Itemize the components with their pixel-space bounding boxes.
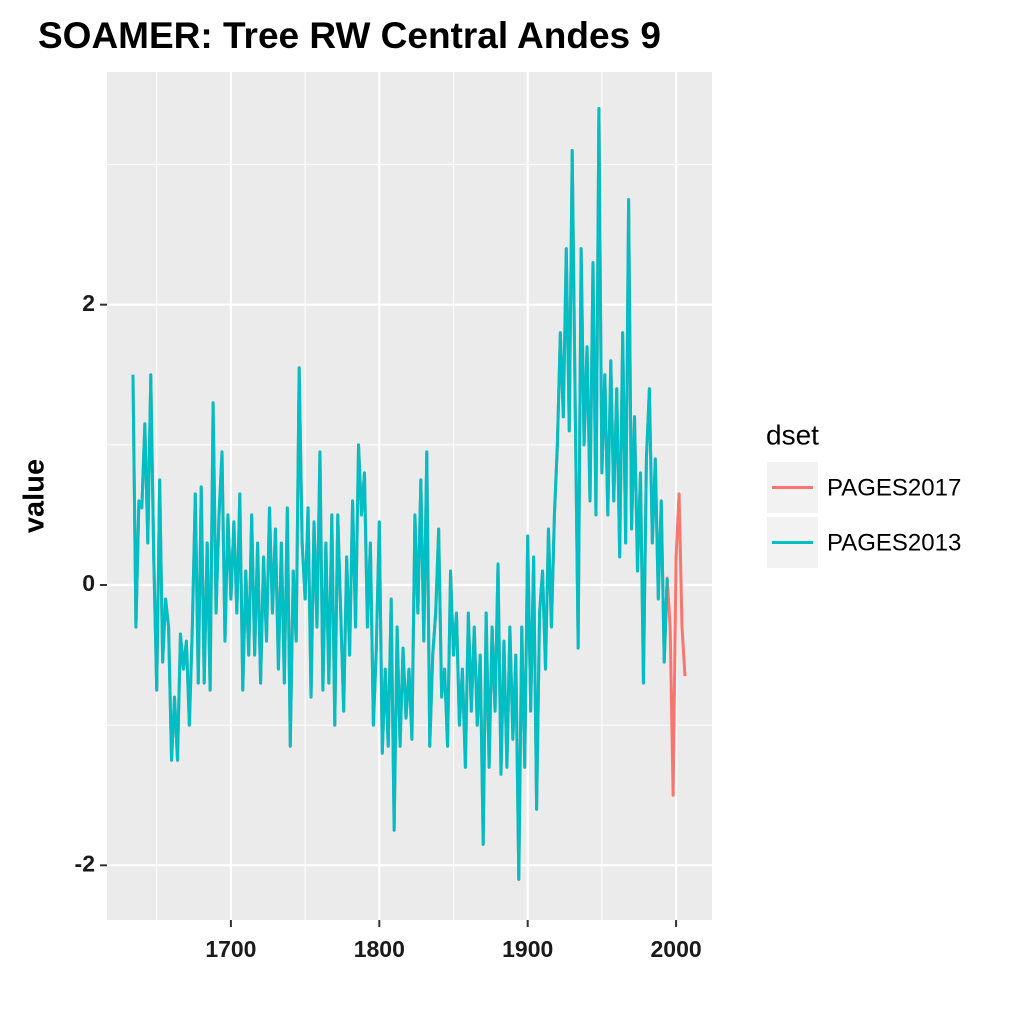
plot-panel [107, 72, 712, 920]
chart-title: SOAMER: Tree RW Central Andes 9 [38, 15, 661, 56]
y-tick-label: 0 [82, 570, 95, 596]
legend-title: dset [766, 419, 819, 450]
x-tick-label: 2000 [651, 936, 702, 962]
x-tick-label: 1700 [205, 936, 256, 962]
legend-label: PAGES2017 [827, 474, 961, 501]
y-axis-label: value [19, 459, 51, 533]
x-tick-label: 1800 [354, 936, 405, 962]
y-tick-label: -2 [75, 850, 95, 876]
y-tick-label: 2 [82, 290, 95, 316]
series-line [131, 106, 669, 881]
x-tick-label: 1900 [502, 936, 553, 962]
legend-label: PAGES2013 [827, 529, 961, 556]
